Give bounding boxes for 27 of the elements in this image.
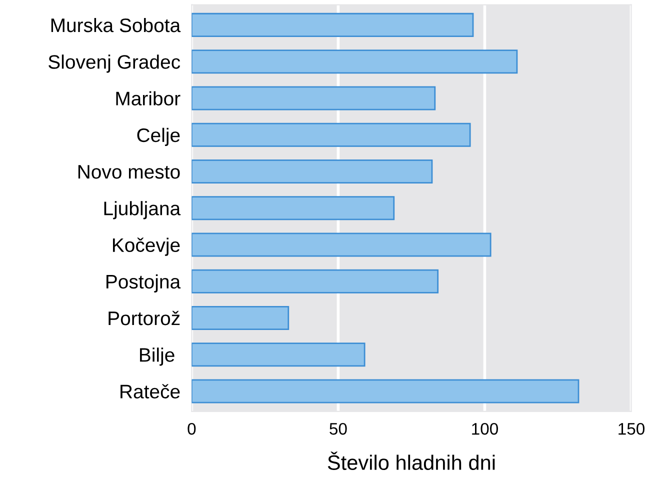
- y-tick-label: Murska Sobota: [51, 18, 181, 32]
- x-tick-label: 0: [188, 422, 196, 435]
- bar: [192, 86, 436, 110]
- y-tick-label: Postojna: [106, 274, 181, 292]
- y-tick-label: Portorož: [108, 310, 180, 326]
- bar: [192, 12, 474, 38]
- y-tick-label: Maribor: [116, 91, 180, 106]
- x-tick-label: 50: [330, 422, 347, 435]
- x-axis-title: Število hladnih dni: [328, 452, 495, 470]
- y-tick-label: Kočevje: [113, 238, 180, 256]
- bar: [192, 50, 518, 74]
- bar: [192, 196, 395, 220]
- bar: [192, 379, 580, 404]
- y-tick-label: Bilje: [140, 348, 174, 366]
- bar: [192, 306, 290, 330]
- y-tick-label: Ljubljana: [104, 201, 181, 220]
- y-tick-label: Rateče: [120, 384, 180, 398]
- y-tick-label: Novo mesto: [78, 165, 180, 179]
- bar: [192, 159, 433, 184]
- bar: [192, 122, 471, 147]
- bar: [192, 342, 366, 367]
- x-tick-label: 150: [618, 422, 645, 435]
- y-tick-label: Slovenj Gradec: [48, 54, 180, 73]
- y-tick-label: Celje: [137, 128, 180, 146]
- x-tick-label: 100: [472, 422, 498, 435]
- bar: [192, 232, 492, 257]
- bar: [192, 269, 439, 294]
